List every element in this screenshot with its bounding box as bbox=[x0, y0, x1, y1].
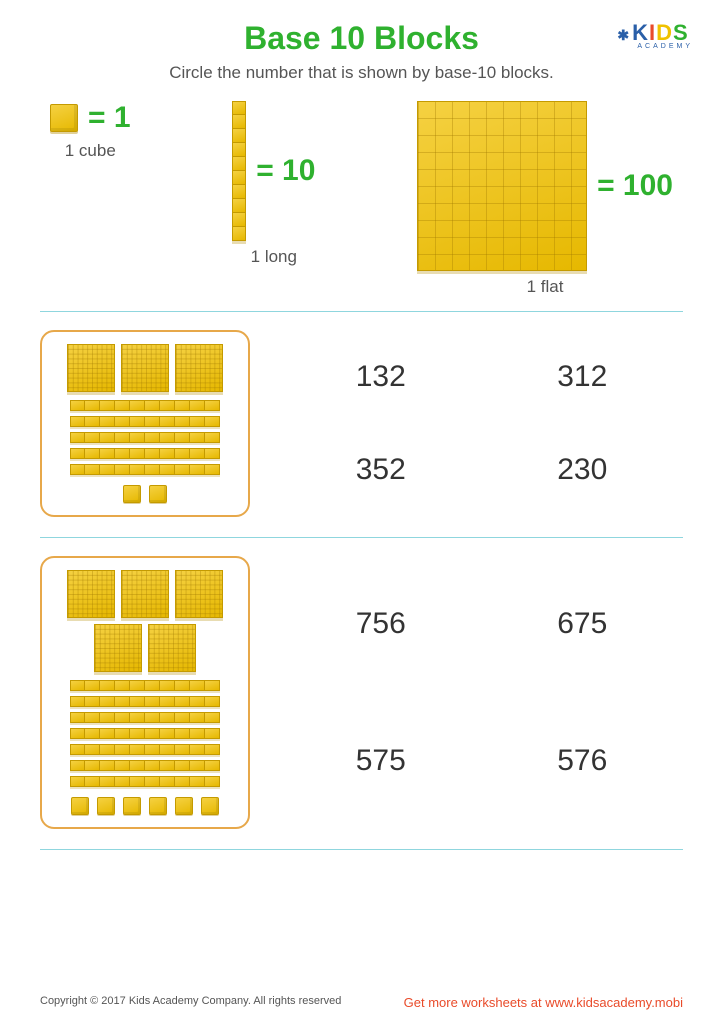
footer: Copyright © 2017 Kids Academy Company. A… bbox=[40, 995, 683, 1010]
long-icon bbox=[70, 744, 220, 755]
answer-option[interactable]: 132 bbox=[356, 360, 406, 394]
flat-icon bbox=[67, 344, 115, 392]
legend-flat: = 100 1 flat bbox=[417, 101, 673, 297]
flat-icon bbox=[175, 344, 223, 392]
flat-icon bbox=[121, 570, 169, 618]
answer-option[interactable]: 230 bbox=[557, 453, 607, 487]
long-icon bbox=[70, 416, 220, 427]
flat-icon bbox=[417, 101, 587, 271]
separator bbox=[40, 849, 683, 850]
cube-icon bbox=[50, 104, 78, 132]
cube-icon bbox=[149, 485, 167, 503]
answer-option[interactable]: 756 bbox=[356, 607, 406, 641]
long-icon bbox=[70, 728, 220, 739]
cube-icon bbox=[123, 485, 141, 503]
legend-cube-value: = 1 bbox=[88, 101, 131, 135]
long-icon bbox=[70, 696, 220, 707]
blocks-box bbox=[40, 556, 250, 829]
long-icon bbox=[232, 101, 246, 241]
long-icon bbox=[70, 680, 220, 691]
long-icon bbox=[70, 776, 220, 787]
footer-link[interactable]: Get more worksheets at www.kidsacademy.m… bbox=[404, 995, 683, 1010]
legend-cube-label: 1 cube bbox=[65, 141, 116, 161]
header: ✱KIDS ACADEMY Base 10 Blocks Circle the … bbox=[40, 20, 683, 83]
legend-flat-label: 1 flat bbox=[527, 277, 564, 297]
answers-grid: 132 312 352 230 bbox=[280, 330, 683, 517]
legend-long-value: = 10 bbox=[256, 154, 315, 188]
answer-option[interactable]: 675 bbox=[557, 607, 607, 641]
answer-option[interactable]: 312 bbox=[557, 360, 607, 394]
kids-academy-logo: ✱KIDS ACADEMY bbox=[613, 20, 693, 50]
flat-icon bbox=[148, 624, 196, 672]
flat-icon bbox=[175, 570, 223, 618]
cube-icon bbox=[149, 797, 167, 815]
long-icon bbox=[70, 464, 220, 475]
legend-long: = 10 1 long bbox=[232, 101, 315, 267]
legend-flat-value: = 100 bbox=[597, 169, 673, 203]
problems-container: 132 312 352 230 756 675 575 576 bbox=[40, 330, 683, 850]
legend-cube: = 1 1 cube bbox=[50, 101, 131, 161]
long-icon bbox=[70, 712, 220, 723]
long-icon bbox=[70, 432, 220, 443]
answer-option[interactable]: 575 bbox=[356, 744, 406, 778]
cube-icon bbox=[71, 797, 89, 815]
cube-icon bbox=[175, 797, 193, 815]
long-icon bbox=[70, 448, 220, 459]
long-icon bbox=[70, 400, 220, 411]
long-icon bbox=[70, 760, 220, 771]
separator bbox=[40, 311, 683, 312]
problem: 132 312 352 230 bbox=[40, 330, 683, 517]
answer-option[interactable]: 352 bbox=[356, 453, 406, 487]
cube-icon bbox=[97, 797, 115, 815]
page-title: Base 10 Blocks bbox=[40, 20, 683, 57]
separator bbox=[40, 537, 683, 538]
answers-grid: 756 675 575 576 bbox=[280, 556, 683, 829]
copyright-text: Copyright © 2017 Kids Academy Company. A… bbox=[40, 995, 341, 1010]
flat-icon bbox=[67, 570, 115, 618]
blocks-box bbox=[40, 330, 250, 517]
instructions: Circle the number that is shown by base-… bbox=[40, 63, 683, 83]
flat-icon bbox=[94, 624, 142, 672]
legend: = 1 1 cube = 10 1 long = 100 1 flat bbox=[40, 101, 683, 311]
flat-icon bbox=[121, 344, 169, 392]
cube-icon bbox=[201, 797, 219, 815]
cube-icon bbox=[123, 797, 141, 815]
legend-long-label: 1 long bbox=[251, 247, 297, 267]
answer-option[interactable]: 576 bbox=[557, 744, 607, 778]
problem: 756 675 575 576 bbox=[40, 556, 683, 829]
